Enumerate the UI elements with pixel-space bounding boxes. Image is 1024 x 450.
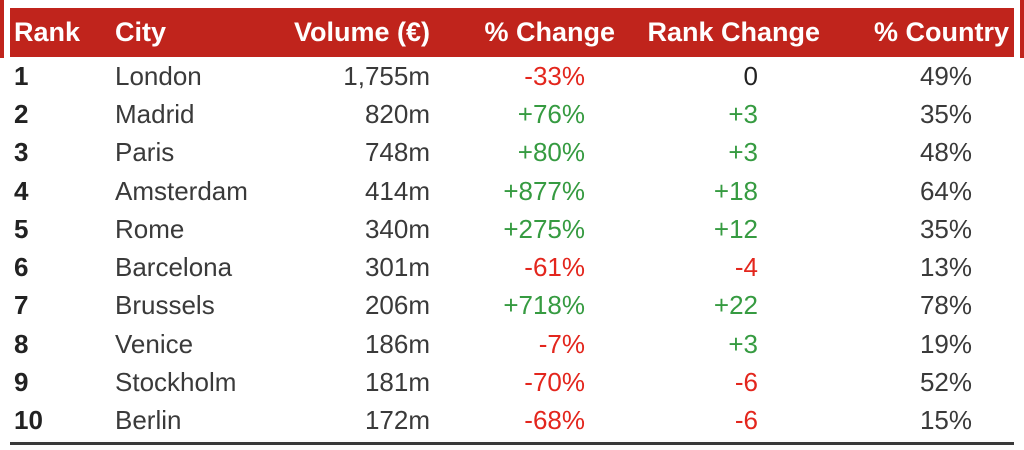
cell-city: Amsterdam: [115, 175, 248, 206]
cell-volume: 820m: [364, 98, 430, 129]
cell-pct-change: +275%: [503, 213, 585, 244]
cell-pct-country: 13%: [919, 252, 972, 283]
cell-rank: 9: [14, 367, 29, 398]
table-body: 1 London 1,755m -33% 0 49% 2 Madrid 820m +76% +3 35…: [10, 57, 1014, 440]
cell-pct-country: 35%: [919, 98, 972, 129]
cell-rank: 8: [14, 328, 29, 359]
cell-pct-change: +76%: [517, 98, 585, 129]
city-volume-table: Rank City Volume (€) % Change Rank Chang…: [10, 8, 1014, 440]
cell-pct-change: +80%: [517, 137, 585, 168]
table-row: 7 Brussels 206m +718% +22 78%: [10, 287, 1014, 325]
cell-city: Rome: [115, 213, 185, 244]
cell-pct-change: -68%: [524, 405, 585, 436]
cell-city: Madrid: [115, 98, 195, 129]
cell-volume: 206m: [364, 290, 430, 321]
cell-rank: 4: [14, 175, 29, 206]
cell-volume: 181m: [364, 367, 430, 398]
table-header-row: Rank City Volume (€) % Change Rank Chang…: [10, 8, 1014, 57]
cell-rank: 6: [14, 252, 29, 283]
cell-city: Paris: [115, 137, 175, 168]
cell-city: Brussels: [115, 290, 215, 321]
cell-rank: 5: [14, 213, 29, 244]
cell-pct-change: -7%: [538, 328, 585, 359]
cell-pct-country: 48%: [919, 137, 972, 168]
cell-volume: 172m: [364, 405, 430, 436]
table-row: 8 Venice 186m -7% +3 19%: [10, 325, 1014, 363]
cell-rank-change: -6: [734, 405, 758, 436]
header-rank-change: Rank Change: [615, 8, 820, 57]
cell-city: Venice: [115, 328, 194, 359]
cell-rank-change: -6: [734, 367, 758, 398]
cell-volume: 340m: [364, 213, 430, 244]
cell-pct-change: -33%: [524, 60, 585, 91]
cell-volume: 186m: [364, 328, 430, 359]
cell-city: Stockholm: [115, 367, 237, 398]
cell-pct-change: -61%: [524, 252, 585, 283]
cell-pct-country: 19%: [919, 328, 972, 359]
cell-volume: 748m: [364, 137, 430, 168]
cell-pct-change: -70%: [524, 367, 585, 398]
cell-rank: 3: [14, 137, 29, 168]
cell-pct-country: 78%: [919, 290, 972, 321]
cell-rank-change: +3: [728, 328, 758, 359]
cell-volume: 414m: [364, 175, 430, 206]
cell-rank-change: -4: [734, 252, 758, 283]
cell-volume: 301m: [364, 252, 430, 283]
table-row: 4 Amsterdam 414m +877% +18 64%: [10, 172, 1014, 210]
cell-pct-country: 52%: [919, 367, 972, 398]
cell-rank-change: +3: [728, 137, 758, 168]
table-row: 6 Barcelona 301m -61% -4 13%: [10, 248, 1014, 286]
header-pct-country: % Country: [820, 8, 1014, 57]
header-volume: Volume (€): [285, 8, 430, 57]
table-row: 2 Madrid 820m +76% +3 35%: [10, 95, 1014, 133]
table-row: 1 London 1,755m -33% 0 49%: [10, 57, 1014, 95]
cell-rank-change: +18: [713, 175, 758, 206]
header-city: City: [105, 8, 285, 57]
cell-rank: 7: [14, 290, 29, 321]
cell-pct-country: 49%: [919, 60, 972, 91]
cell-rank: 2: [14, 98, 29, 129]
cell-rank: 10: [14, 405, 43, 436]
cell-pct-change: +877%: [503, 175, 585, 206]
cell-pct-country: 15%: [919, 405, 972, 436]
cell-rank-change: 0: [743, 60, 758, 91]
right-edge-red-strip: [1020, 0, 1024, 58]
left-edge-red-strip: [0, 0, 4, 58]
cell-city: Berlin: [115, 405, 182, 436]
header-pct-change: % Change: [430, 8, 615, 57]
table-row: 10 Berlin 172m -68% -6 15%: [10, 402, 1014, 440]
bottom-rule: [10, 442, 1014, 445]
cell-rank-change: +12: [713, 213, 758, 244]
cell-rank: 1: [14, 60, 29, 91]
header-rank: Rank: [10, 8, 105, 57]
cell-city: Barcelona: [115, 252, 233, 283]
cell-city: London: [115, 60, 202, 91]
cell-rank-change: +3: [728, 98, 758, 129]
cell-rank-change: +22: [713, 290, 758, 321]
cell-pct-change: +718%: [503, 290, 585, 321]
table-row: 9 Stockholm 181m -70% -6 52%: [10, 363, 1014, 401]
table-row: 3 Paris 748m +80% +3 48%: [10, 134, 1014, 172]
cell-pct-country: 64%: [919, 175, 972, 206]
cell-pct-country: 35%: [919, 213, 972, 244]
table-row: 5 Rome 340m +275% +12 35%: [10, 210, 1014, 248]
cell-volume: 1,755m: [343, 60, 430, 91]
